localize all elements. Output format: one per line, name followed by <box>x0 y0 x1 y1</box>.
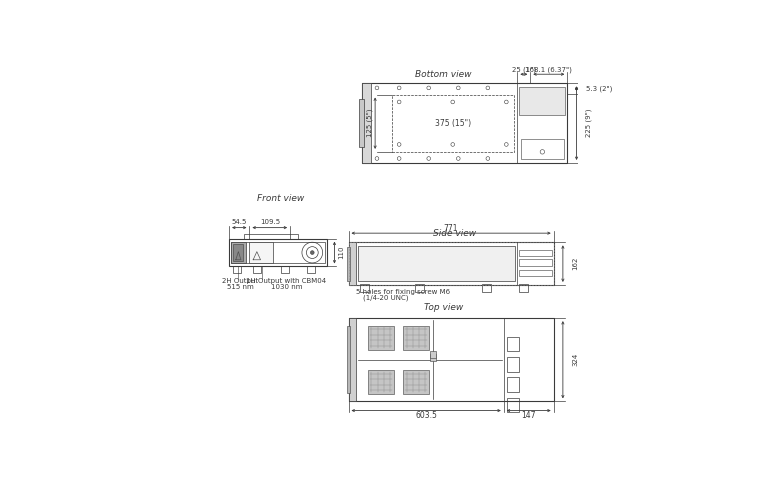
Bar <box>359 284 369 291</box>
Bar <box>504 318 554 401</box>
Text: Bottom view: Bottom view <box>415 70 472 79</box>
Bar <box>482 284 491 291</box>
Bar <box>518 259 551 266</box>
Text: 5.3 (2"): 5.3 (2") <box>586 85 612 92</box>
Text: Side view: Side view <box>433 228 476 238</box>
Bar <box>346 247 350 281</box>
Text: 110: 110 <box>338 246 344 259</box>
Bar <box>362 84 372 163</box>
Text: 168.1 (6.37"): 168.1 (6.37") <box>525 66 572 72</box>
Bar <box>518 270 551 276</box>
Text: 5 holes for fixing screw M6: 5 holes for fixing screw M6 <box>356 288 450 295</box>
Bar <box>349 242 356 285</box>
Bar <box>233 266 241 273</box>
Bar <box>349 242 554 285</box>
Text: 603.5: 603.5 <box>415 411 437 420</box>
Text: Top view: Top view <box>424 302 463 312</box>
Bar <box>403 370 429 394</box>
Text: 147: 147 <box>521 411 536 420</box>
Bar <box>519 87 565 115</box>
Bar <box>518 250 551 256</box>
Bar <box>430 354 435 361</box>
Bar <box>346 326 350 393</box>
Bar <box>306 266 315 273</box>
Bar <box>392 95 514 152</box>
Text: 2H Output: 2H Output <box>222 278 258 284</box>
Text: 109.5: 109.5 <box>260 219 280 225</box>
Bar <box>368 370 394 394</box>
Bar <box>362 84 568 163</box>
Bar <box>521 139 564 159</box>
Bar <box>358 246 515 281</box>
Text: 225 (9"): 225 (9") <box>586 109 592 137</box>
Text: 125 (5"): 125 (5") <box>366 109 372 137</box>
Bar <box>415 284 424 291</box>
Text: 324: 324 <box>572 353 578 366</box>
Bar <box>349 242 554 285</box>
Bar <box>231 241 246 264</box>
Text: 162: 162 <box>572 257 578 270</box>
Bar <box>430 351 435 358</box>
Bar <box>508 377 518 392</box>
Text: 1H Output with CBM04: 1H Output with CBM04 <box>247 278 326 284</box>
Bar <box>233 244 243 261</box>
Bar <box>244 234 297 239</box>
Text: 771: 771 <box>444 224 458 233</box>
Bar <box>229 239 327 266</box>
Bar <box>508 336 518 351</box>
Text: Front view: Front view <box>257 194 304 204</box>
Bar <box>349 318 554 401</box>
Bar <box>518 84 568 163</box>
Bar <box>518 284 528 291</box>
Text: 1030 nm: 1030 nm <box>270 284 302 290</box>
Text: 375 (15"): 375 (15") <box>435 119 471 128</box>
Bar <box>368 325 394 349</box>
Bar <box>508 357 518 372</box>
Bar <box>403 325 429 349</box>
Bar <box>359 99 364 147</box>
Bar <box>253 266 261 273</box>
Text: 25 (1"): 25 (1") <box>511 66 536 72</box>
Bar <box>281 266 289 273</box>
Text: 54.5: 54.5 <box>232 219 247 225</box>
Bar <box>517 242 554 285</box>
Bar <box>250 241 273 264</box>
Bar <box>231 241 325 264</box>
Bar <box>349 318 356 401</box>
Bar <box>508 397 518 412</box>
Circle shape <box>310 251 314 254</box>
Text: (1/4-20 UNC): (1/4-20 UNC) <box>363 294 409 300</box>
Text: 515 nm: 515 nm <box>227 284 253 290</box>
